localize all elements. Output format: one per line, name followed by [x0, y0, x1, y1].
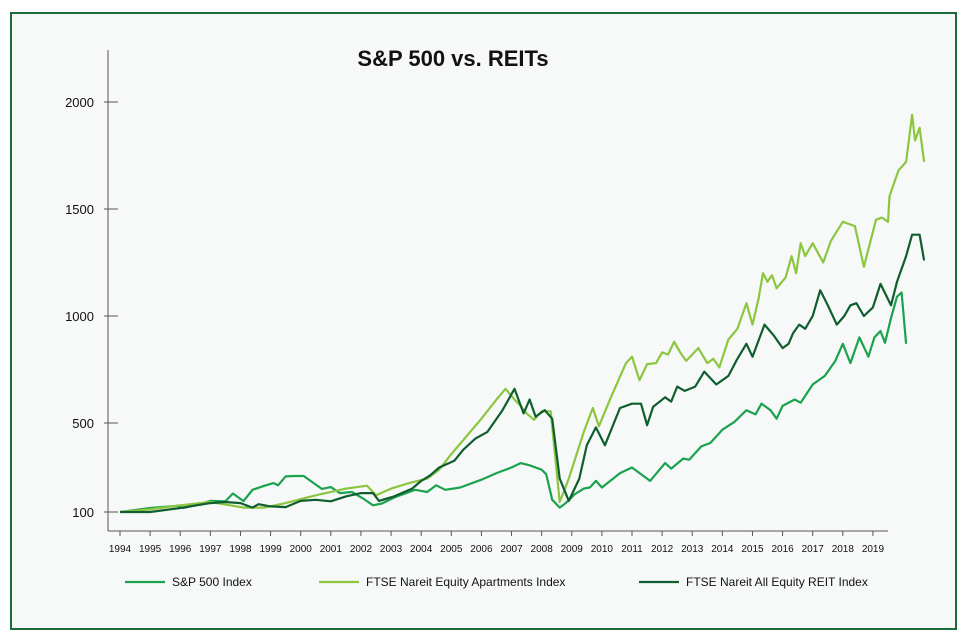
x-tick-label: 2000 [290, 544, 313, 555]
line-chart: S&P 500 vs. REITs 100 500 1000 1500 2000 199… [65, 46, 926, 589]
x-tick-label: 1994 [109, 544, 132, 555]
x-tick-label: 1998 [229, 544, 252, 555]
legend-label: FTSE Nareit Equity Apartments Index [366, 575, 565, 589]
x-tick-label: 1995 [139, 544, 162, 555]
x-tick-label: 2006 [470, 544, 493, 555]
series-line-3 [120, 233, 926, 514]
chart-frame: S&P 500 vs. REITs 100 500 1000 1500 2000 199… [10, 12, 957, 630]
x-tick-label: 2019 [862, 544, 885, 555]
series-line-1 [119, 291, 908, 514]
y-tick-label: 2000 [65, 95, 94, 110]
x-axis: 1994 1995 1996 1997 1998 1999 2000 2001 2002 2003… [108, 530, 888, 555]
x-tick-label: 2017 [802, 544, 825, 555]
x-tick-label: 1997 [199, 544, 222, 555]
legend: S&P 500 Index FTSE Nareit Equity Apartmen… [125, 575, 868, 589]
chart-title: S&P 500 vs. REITs [357, 46, 548, 71]
x-tick-label: 2008 [531, 544, 554, 555]
x-tick-label: 2003 [380, 544, 403, 555]
x-tick-label: 1999 [259, 544, 282, 555]
legend-label: FTSE Nareit All Equity REIT Index [686, 575, 868, 589]
x-tick-label: 2012 [651, 544, 674, 555]
series-lines [119, 113, 926, 514]
x-tick-label: 2007 [500, 544, 523, 555]
x-tick-label: 2013 [681, 544, 704, 555]
y-tick-label: 1500 [65, 202, 94, 217]
x-tick-label: 2015 [741, 544, 764, 555]
series-line-2 [119, 113, 926, 514]
y-axis: 100 500 1000 1500 2000 [65, 50, 118, 531]
x-tick-label: 2009 [561, 544, 584, 555]
x-tick-label: 2001 [320, 544, 343, 555]
y-tick-label: 100 [72, 505, 94, 520]
x-tick-label: 2011 [621, 544, 643, 555]
x-tick-label: 2016 [771, 544, 794, 555]
y-tick-label: 1000 [65, 309, 94, 324]
x-tick-label: 1996 [169, 544, 192, 555]
x-tick-label: 2018 [832, 544, 855, 555]
x-tick-label: 2010 [591, 544, 614, 555]
x-tick-label: 2005 [440, 544, 463, 555]
x-tick-label: 2004 [410, 544, 433, 555]
legend-label: S&P 500 Index [172, 575, 252, 589]
x-tick-label: 2014 [711, 544, 734, 555]
y-tick-label: 500 [72, 416, 94, 431]
x-tick-label: 2002 [350, 544, 373, 555]
